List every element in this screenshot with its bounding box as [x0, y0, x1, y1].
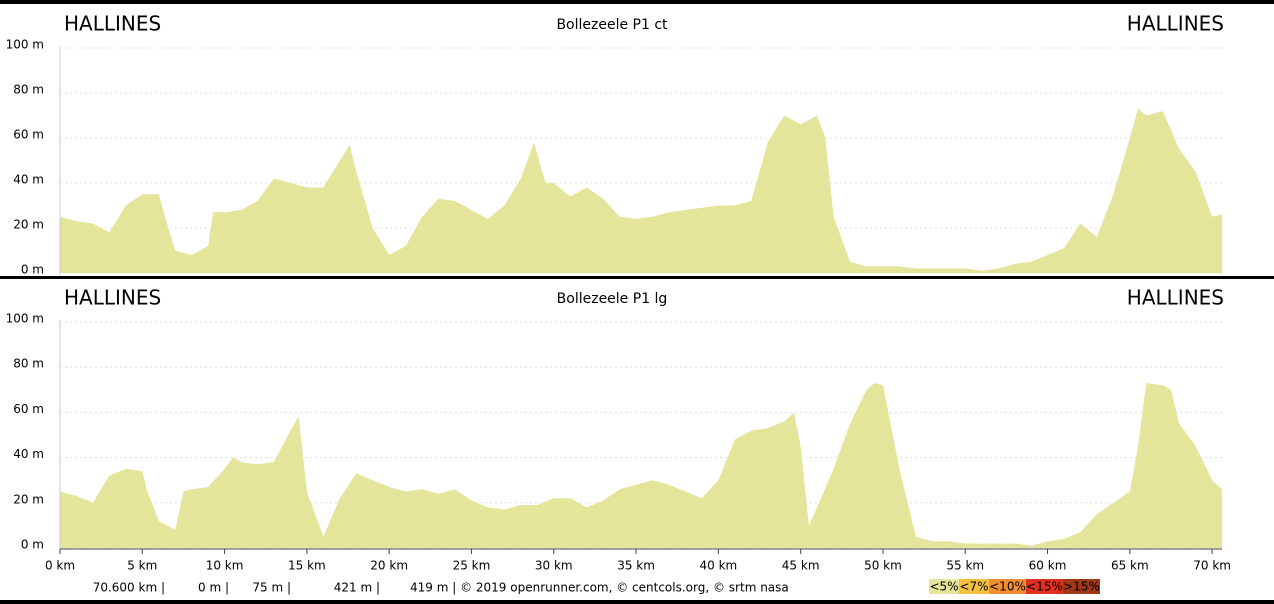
- y-tick-label: 100 m: [6, 312, 44, 326]
- footer-stat: 70.600 km |: [93, 581, 165, 595]
- x-tick-label: 45 km: [782, 559, 820, 573]
- legend-label: >15%: [1063, 580, 1100, 594]
- y-tick-label: 40 m: [13, 173, 44, 187]
- x-tick-label: 35 km: [617, 559, 655, 573]
- y-tick-label: 20 m: [13, 218, 44, 232]
- y-tick-label: 60 m: [13, 402, 44, 416]
- chart-title: Bollezeele P1 ct: [556, 17, 668, 33]
- start-label: HALLINES: [64, 286, 161, 310]
- legend-label: <15%: [1026, 580, 1063, 594]
- footer-stat: 0 m |: [198, 581, 229, 595]
- footer-stat: 75 m |: [252, 581, 291, 595]
- y-tick-label: 20 m: [13, 492, 44, 506]
- x-tick-label: 10 km: [206, 559, 244, 573]
- start-label: HALLINES: [64, 12, 161, 36]
- elevation-area: [60, 108, 1222, 273]
- y-tick-label: 0 m: [21, 263, 44, 277]
- legend-swatch: [929, 579, 959, 594]
- x-tick-label: 30 km: [535, 559, 573, 573]
- x-tick-label: 60 km: [1029, 559, 1067, 573]
- end-label: HALLINES: [1127, 12, 1224, 36]
- y-tick-label: 60 m: [13, 128, 44, 142]
- y-tick-label: 80 m: [13, 357, 44, 371]
- x-tick-label: 70 km: [1193, 559, 1231, 573]
- bottom-bar: [0, 600, 1274, 604]
- x-tick-label: 55 km: [946, 559, 984, 573]
- top-bar: [0, 0, 1274, 4]
- footer-stat: 419 m | © 2019 openrunner.com, © centcol…: [410, 581, 789, 595]
- chart-title: Bollezeele P1 lg: [557, 291, 668, 307]
- elevation-area: [60, 383, 1222, 548]
- x-tick-label: 50 km: [864, 559, 902, 573]
- legend-swatch: [959, 579, 989, 594]
- y-tick-label: 40 m: [13, 447, 44, 461]
- end-label: HALLINES: [1127, 286, 1224, 310]
- x-tick-label: 40 km: [699, 559, 737, 573]
- x-tick-label: 65 km: [1111, 559, 1149, 573]
- footer-stat: 421 m |: [334, 581, 380, 595]
- divider-bar: [0, 276, 1274, 279]
- x-tick-label: 20 km: [370, 559, 408, 573]
- legend-label: <7%: [959, 580, 988, 594]
- x-tick-label: 25 km: [453, 559, 491, 573]
- legend-label: <10%: [989, 580, 1026, 594]
- legend-label: <5%: [929, 580, 958, 594]
- legend-swatch: [989, 579, 1026, 594]
- y-tick-label: 80 m: [13, 83, 44, 97]
- y-tick-label: 100 m: [6, 38, 44, 52]
- x-tick-label: 15 km: [288, 559, 326, 573]
- x-tick-label: 0 km: [45, 559, 75, 573]
- legend-swatch: [1063, 579, 1100, 594]
- legend-swatch: [1026, 579, 1063, 594]
- x-tick-label: 5 km: [127, 559, 157, 573]
- y-tick-label: 0 m: [21, 538, 44, 552]
